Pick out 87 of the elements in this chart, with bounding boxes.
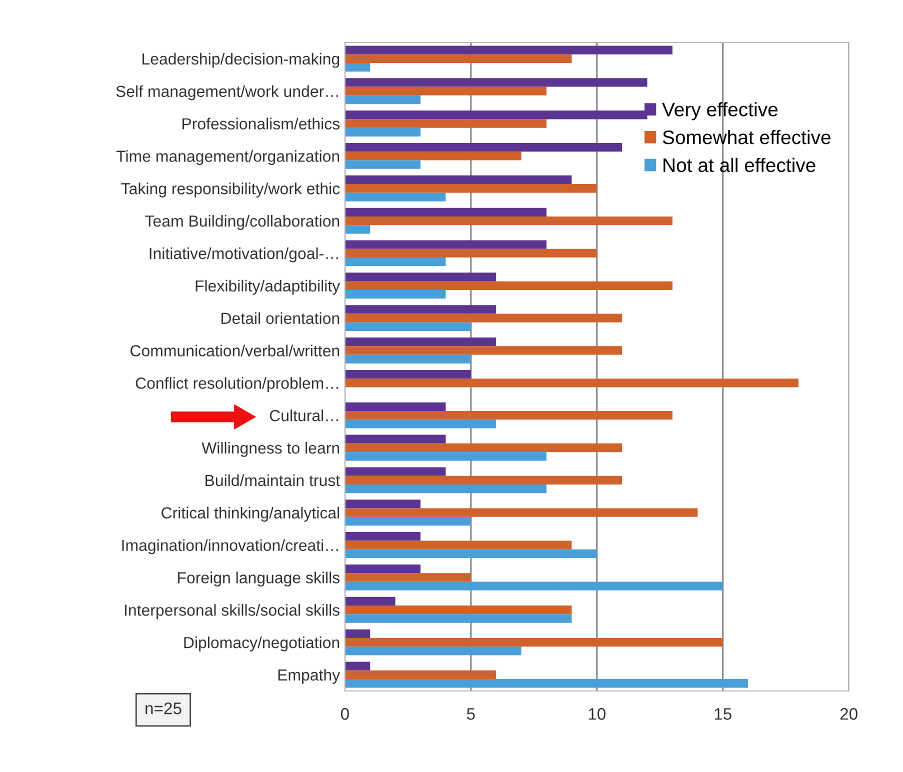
bar	[344, 452, 546, 461]
bar	[344, 248, 597, 258]
bar	[344, 216, 672, 226]
bar	[344, 476, 622, 485]
y-tick-label: Detail orientation	[222, 312, 340, 324]
legend-label: Very effective	[662, 102, 778, 120]
bar	[344, 378, 798, 388]
x-tick-label: 0	[340, 708, 349, 720]
bar	[344, 152, 522, 160]
x-tick-label: 20	[840, 708, 858, 720]
bar	[344, 549, 597, 558]
y-tick-label: Self management/work under…	[116, 85, 338, 100]
bar	[344, 338, 496, 346]
bar	[344, 95, 421, 104]
bar	[344, 582, 723, 590]
y-tick-label: Critical thinking/analytical	[162, 506, 340, 522]
y-tick-label: Team Building/collaboration	[145, 215, 340, 230]
bar	[344, 272, 496, 282]
bar	[344, 500, 421, 508]
y-tick-label: Build/maintain trust	[206, 474, 340, 486]
legend-label: Somewhat effective	[662, 130, 830, 144]
bar	[344, 508, 698, 517]
bar	[344, 86, 546, 96]
y-tick-label: Conflict resolution/problem…	[136, 377, 338, 392]
bar	[344, 646, 522, 656]
bar	[344, 467, 446, 476]
y-tick-label: Cultural…	[270, 410, 338, 422]
bar	[344, 443, 622, 452]
y-tick-label: Flexibility/adaptibility	[196, 280, 340, 295]
y-tick-label: Foreign language skills	[178, 572, 340, 587]
y-tick-label: Diplomacy/negotiation	[184, 636, 340, 652]
bar	[344, 434, 446, 444]
bar	[344, 46, 672, 54]
bar	[344, 662, 370, 670]
bar	[344, 573, 471, 582]
y-tick-label: Willingness to learn	[202, 442, 340, 457]
x-tick-label: 15	[714, 708, 732, 720]
bar	[344, 208, 546, 216]
bar	[344, 175, 572, 184]
legend-label: Not at all effective	[664, 158, 816, 172]
bar	[344, 62, 370, 72]
bar	[344, 532, 421, 541]
bar	[344, 614, 572, 623]
bar	[344, 516, 471, 526]
bar	[344, 184, 597, 193]
bar	[344, 420, 496, 428]
bar	[344, 322, 471, 332]
bar	[344, 370, 471, 379]
x-tick-label: 5	[466, 708, 475, 720]
bar	[344, 142, 622, 152]
bar	[344, 78, 648, 87]
y-tick-label: Imagination/innovation/creati…	[122, 539, 338, 554]
bar	[344, 54, 572, 63]
bar	[344, 540, 572, 550]
bar	[344, 119, 546, 128]
bar	[344, 638, 723, 647]
bar	[344, 629, 370, 638]
x-tick-label: 10	[588, 708, 606, 720]
bar	[344, 240, 546, 249]
bar	[344, 281, 672, 290]
bar	[344, 290, 446, 299]
y-tick-label: Taking responsibility/work ethic	[121, 182, 340, 198]
bar	[344, 354, 471, 364]
y-tick-label: Empathy	[278, 668, 340, 684]
bar	[344, 305, 496, 314]
bar	[344, 670, 496, 680]
bar	[344, 192, 446, 202]
bar	[344, 258, 446, 266]
bar	[344, 346, 622, 355]
bar	[344, 402, 446, 412]
y-tick-label: Interpersonal skills/social skills	[124, 604, 340, 619]
bar	[344, 225, 370, 234]
bar	[344, 596, 396, 606]
bar	[344, 606, 572, 614]
y-tick-label: Initiative/motivation/goal-…	[150, 247, 338, 262]
y-tick-label: Leadership/decision-making	[142, 52, 340, 68]
y-tick-label: Time management/organization	[116, 150, 340, 166]
bar	[344, 314, 622, 322]
bar	[344, 128, 421, 136]
bar	[344, 679, 748, 688]
text: n=25	[146, 702, 182, 714]
bar	[344, 411, 672, 420]
bar	[344, 160, 421, 169]
bar	[344, 484, 546, 494]
bar	[344, 564, 421, 574]
y-tick-label: Communication/verbal/written	[130, 344, 340, 356]
y-tick-label: Professionalism/ethics	[182, 118, 340, 130]
